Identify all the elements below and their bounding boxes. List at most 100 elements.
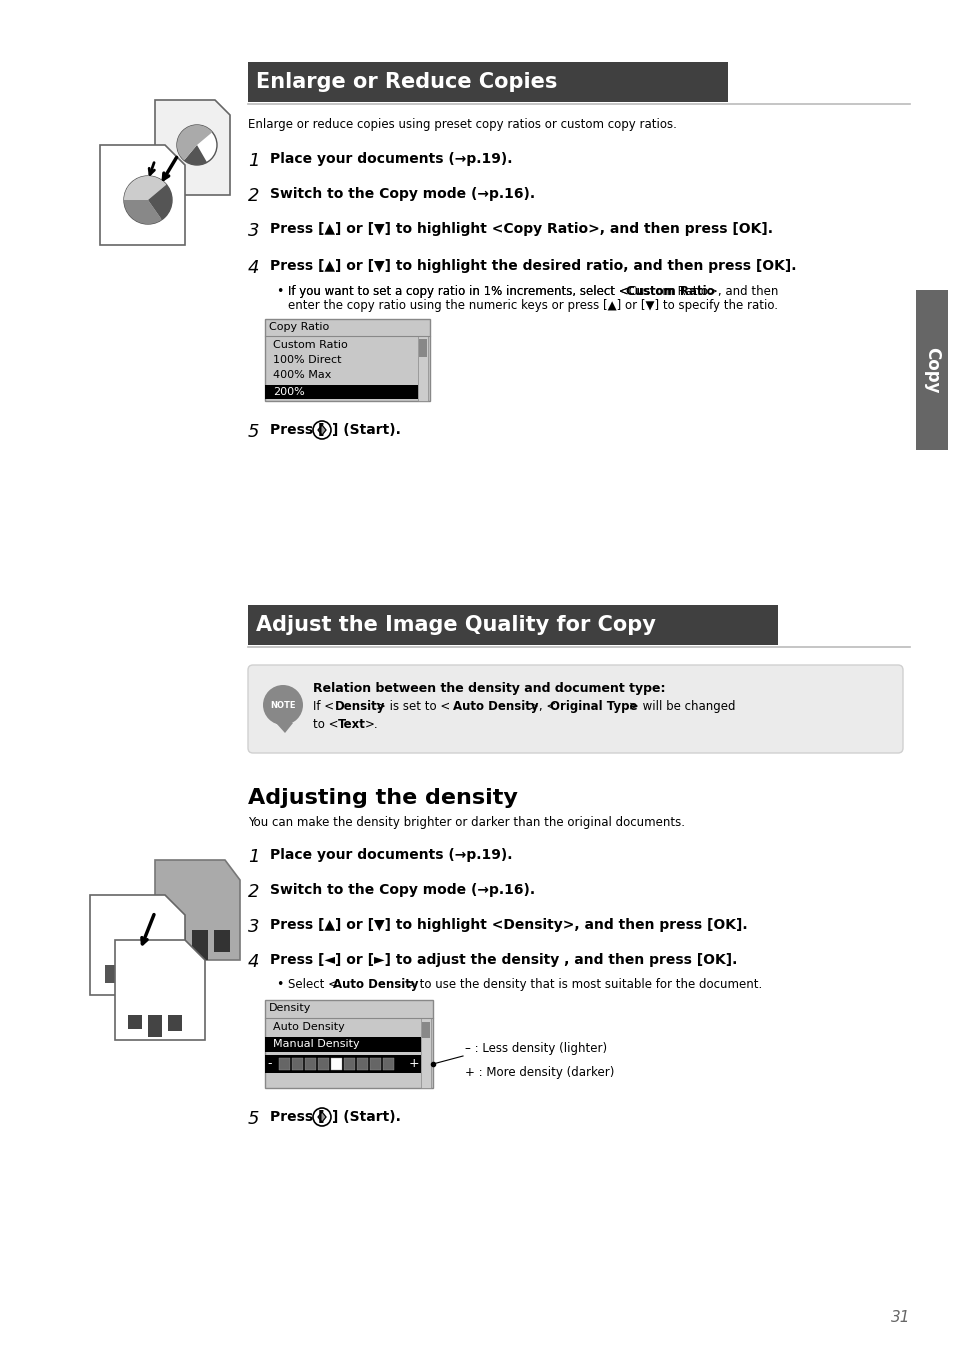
Text: Press [▲] or [▼] to highlight <Density>, and then press [OK].: Press [▲] or [▼] to highlight <Density>,…: [270, 918, 747, 932]
Polygon shape: [115, 940, 205, 1040]
FancyBboxPatch shape: [331, 1058, 341, 1071]
Text: Press [▲] or [▼] to highlight the desired ratio, and then press [OK].: Press [▲] or [▼] to highlight the desire…: [270, 259, 796, 273]
Text: > will be changed: > will be changed: [628, 701, 735, 713]
Text: If you want to set a copy ratio in 1% increments, select <Custom Ratio>, and the: If you want to set a copy ratio in 1% in…: [288, 285, 778, 298]
FancyBboxPatch shape: [248, 62, 727, 103]
Wedge shape: [184, 144, 207, 165]
Polygon shape: [317, 1112, 326, 1122]
FancyBboxPatch shape: [317, 1058, 329, 1071]
Circle shape: [177, 126, 216, 165]
Text: Density: Density: [335, 701, 385, 713]
Text: Press [▲] or [▼] to highlight <Copy Ratio>, and then press [OK].: Press [▲] or [▼] to highlight <Copy Rati…: [270, 221, 772, 236]
FancyBboxPatch shape: [344, 1058, 355, 1071]
Text: Copy: Copy: [923, 347, 940, 393]
Wedge shape: [148, 185, 172, 220]
Polygon shape: [154, 860, 240, 960]
Text: •: •: [275, 977, 283, 991]
Text: 2: 2: [248, 188, 259, 205]
FancyBboxPatch shape: [105, 965, 120, 983]
Wedge shape: [177, 126, 213, 161]
FancyBboxPatch shape: [128, 1015, 142, 1029]
Wedge shape: [124, 200, 162, 224]
Wedge shape: [124, 176, 166, 200]
FancyBboxPatch shape: [149, 965, 164, 986]
Text: You can make the density brighter or darker than the original documents.: You can make the density brighter or dar…: [248, 815, 684, 829]
Text: to <: to <: [313, 718, 338, 730]
FancyBboxPatch shape: [168, 1015, 182, 1031]
Text: Enlarge or Reduce Copies: Enlarge or Reduce Copies: [255, 72, 557, 92]
FancyBboxPatch shape: [417, 336, 428, 401]
FancyBboxPatch shape: [292, 1058, 303, 1071]
Text: ] (Start).: ] (Start).: [332, 423, 400, 437]
Circle shape: [313, 1108, 331, 1126]
FancyBboxPatch shape: [170, 930, 186, 950]
FancyBboxPatch shape: [420, 1018, 431, 1088]
Text: 4: 4: [248, 953, 259, 971]
Text: Press [: Press [: [270, 423, 324, 437]
Text: Copy Ratio: Copy Ratio: [269, 323, 329, 332]
Text: Press [◄] or [►] to adjust the density , and then press [OK].: Press [◄] or [►] to adjust the density ,…: [270, 953, 737, 967]
FancyBboxPatch shape: [248, 666, 902, 753]
Text: >.: >.: [365, 718, 378, 730]
FancyBboxPatch shape: [382, 1058, 394, 1071]
Text: Custom Ratio: Custom Ratio: [625, 285, 714, 298]
Text: 1: 1: [248, 848, 259, 865]
Text: •: •: [275, 285, 283, 298]
FancyBboxPatch shape: [418, 339, 427, 356]
FancyBboxPatch shape: [148, 1015, 162, 1037]
FancyBboxPatch shape: [356, 1058, 368, 1071]
Text: 4: 4: [248, 259, 259, 277]
Text: NOTE: NOTE: [270, 701, 295, 710]
Text: 100% Direct: 100% Direct: [273, 355, 341, 364]
Text: 5: 5: [248, 1110, 259, 1129]
Polygon shape: [275, 724, 293, 733]
Circle shape: [263, 684, 303, 725]
Text: Auto Density: Auto Density: [333, 977, 418, 991]
Text: Original Type: Original Type: [550, 701, 637, 713]
Text: 200%: 200%: [273, 387, 304, 397]
Text: Adjusting the density: Adjusting the density: [248, 788, 517, 809]
FancyBboxPatch shape: [265, 1054, 420, 1073]
Polygon shape: [90, 895, 185, 995]
Text: Press [: Press [: [270, 1110, 324, 1125]
Text: -: -: [267, 1057, 272, 1071]
Text: > is set to <: > is set to <: [375, 701, 450, 713]
Text: Place your documents (→p.19).: Place your documents (→p.19).: [270, 848, 512, 863]
FancyBboxPatch shape: [265, 1000, 433, 1088]
Text: 31: 31: [889, 1310, 909, 1324]
Polygon shape: [317, 425, 326, 435]
Text: 3: 3: [248, 221, 259, 240]
FancyBboxPatch shape: [265, 1037, 420, 1052]
Text: If you want to set a copy ratio in 1% increments, select <: If you want to set a copy ratio in 1% in…: [288, 285, 628, 298]
Text: 400% Max: 400% Max: [273, 370, 331, 379]
Text: Custom Ratio: Custom Ratio: [273, 340, 348, 350]
Circle shape: [124, 176, 172, 224]
Text: Select <: Select <: [288, 977, 337, 991]
Text: + : More density (darker): + : More density (darker): [464, 1066, 614, 1079]
Text: 5: 5: [248, 423, 259, 441]
Text: – : Less density (lighter): – : Less density (lighter): [464, 1042, 606, 1054]
Text: Switch to the Copy mode (→p.16).: Switch to the Copy mode (→p.16).: [270, 188, 535, 201]
FancyBboxPatch shape: [213, 930, 230, 952]
Text: Enlarge or reduce copies using preset copy ratios or custom copy ratios.: Enlarge or reduce copies using preset co…: [248, 117, 677, 131]
FancyBboxPatch shape: [305, 1058, 315, 1071]
Text: Adjust the Image Quality for Copy: Adjust the Image Quality for Copy: [255, 616, 656, 634]
Text: Auto Density: Auto Density: [453, 701, 537, 713]
FancyBboxPatch shape: [127, 965, 142, 994]
Circle shape: [313, 421, 331, 439]
Text: Text: Text: [337, 718, 366, 730]
Text: 1: 1: [248, 153, 259, 170]
Text: 2: 2: [248, 883, 259, 900]
Text: enter the copy ratio using the numeric keys or press [▲] or [▼] to specify the r: enter the copy ratio using the numeric k…: [288, 298, 778, 312]
Text: +: +: [409, 1057, 419, 1071]
Text: 3: 3: [248, 918, 259, 936]
Text: > to use the density that is most suitable for the document.: > to use the density that is most suitab…: [406, 977, 761, 991]
FancyBboxPatch shape: [421, 1022, 430, 1038]
FancyBboxPatch shape: [915, 290, 947, 450]
Text: Manual Density: Manual Density: [273, 1040, 359, 1049]
Polygon shape: [154, 100, 230, 194]
FancyBboxPatch shape: [265, 385, 417, 400]
Polygon shape: [100, 144, 185, 244]
Text: Relation between the density and document type:: Relation between the density and documen…: [313, 682, 665, 695]
Text: >, <: >, <: [529, 701, 556, 713]
